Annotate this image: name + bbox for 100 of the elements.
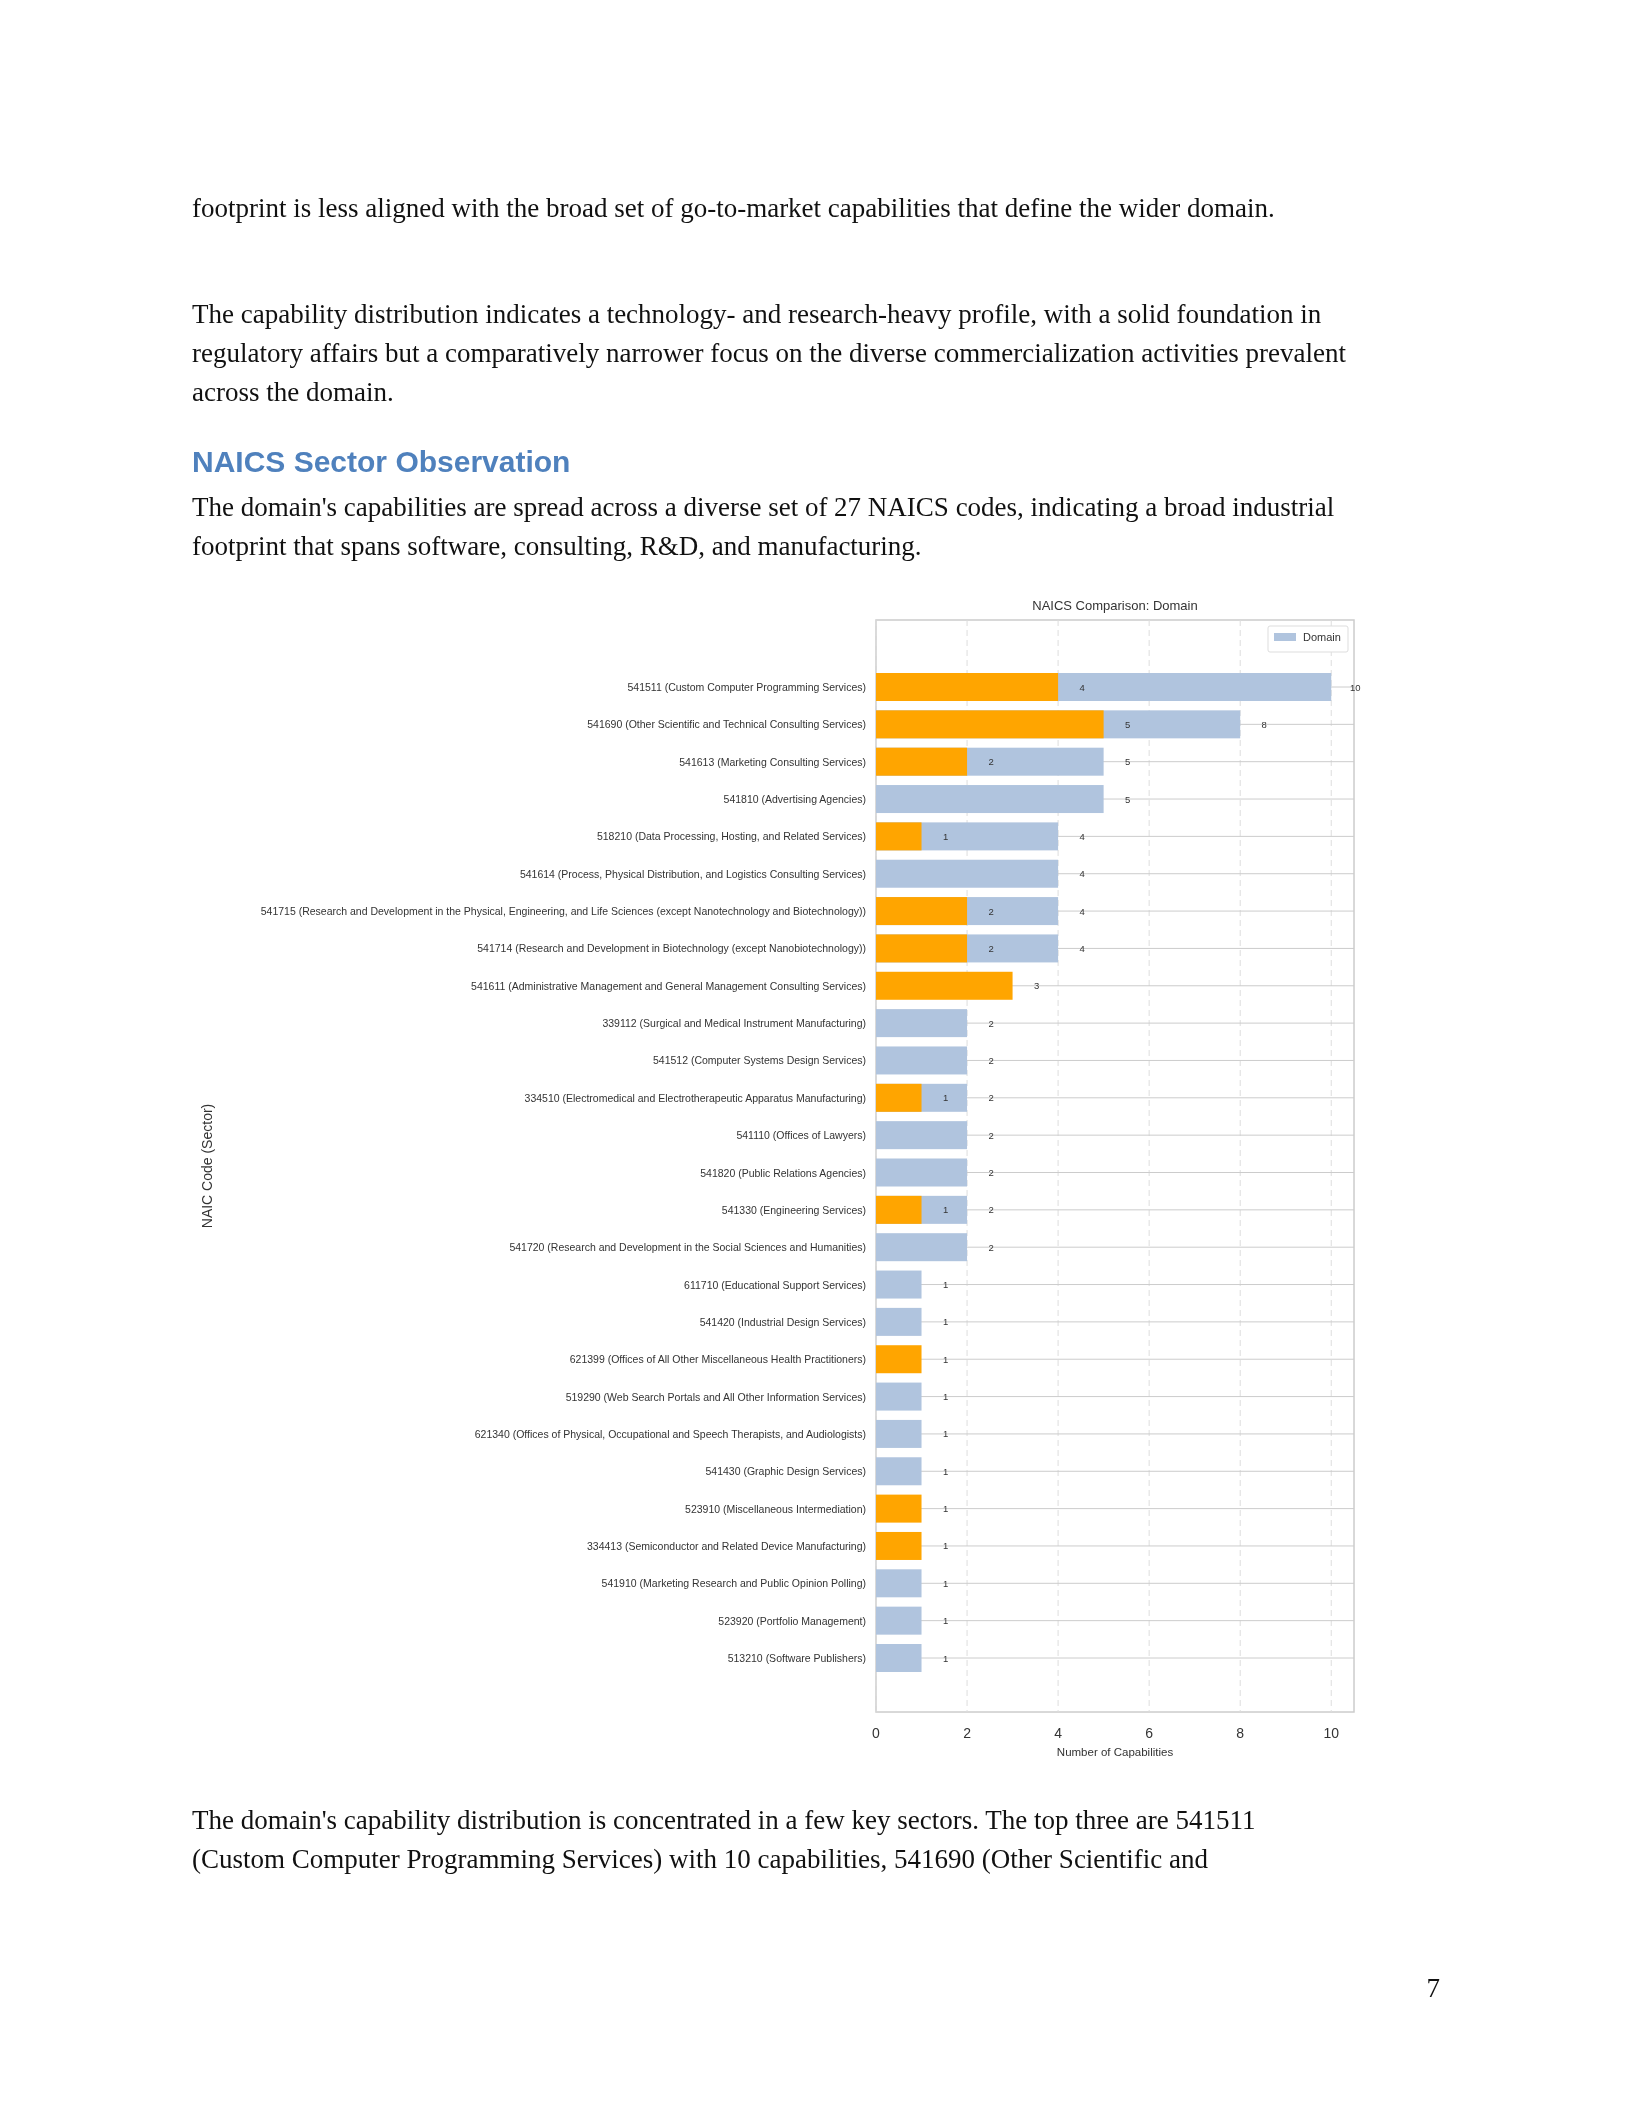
bar bbox=[876, 1009, 968, 1038]
y-axis-title: NAIC Code (Sector) bbox=[199, 1103, 215, 1229]
bar bbox=[876, 710, 1104, 739]
y-tick-label: 339112 (Surgical and Medical Instrument Manufacturing) bbox=[602, 1017, 866, 1030]
bar bbox=[876, 1121, 968, 1150]
bar bbox=[876, 1158, 968, 1187]
y-tick-label: 541420 (Industrial Design Services) bbox=[699, 1315, 866, 1328]
data-label: 2 bbox=[988, 1167, 994, 1178]
bar bbox=[876, 1494, 922, 1523]
bar bbox=[876, 1345, 922, 1374]
y-tick-label: 541715 (Research and Development in the Physical, Engineering, and Life Sciences (except Nanotechnology and Biotechnology)) bbox=[260, 905, 866, 918]
bar bbox=[876, 822, 922, 851]
y-tick-label: 541430 (Graphic Design Services) bbox=[705, 1465, 866, 1478]
bar bbox=[876, 1382, 922, 1411]
bar bbox=[876, 1195, 922, 1224]
y-tick-label: 541330 (Engineering Services) bbox=[721, 1203, 866, 1216]
x-tick-label: 2 bbox=[963, 1725, 972, 1741]
data-label: 8 bbox=[1261, 718, 1267, 730]
text: The domain's capability distribution is concentrated in a few key sectors. The top three are 541511 (Custom Computer Programming Services) with 10 capabilities, 541690 (Other Scientific and bbox=[192, 1805, 1256, 1874]
data-label: 2 bbox=[988, 1204, 994, 1216]
bar bbox=[876, 1083, 922, 1112]
data-label: 1 bbox=[942, 1577, 949, 1589]
data-label: 1 bbox=[942, 1316, 949, 1328]
y-tick-label: 621399 (Offices of All Other Miscellaneous Health Practitioners) bbox=[569, 1353, 866, 1366]
y-tick-label: 621340 (Offices of Physical, Occupational and Speech Therapists, and Audiologists) bbox=[474, 1427, 866, 1440]
data-label: 5 bbox=[1124, 793, 1131, 805]
data-label: 4 bbox=[1079, 905, 1085, 917]
legend-label: Domain bbox=[1303, 631, 1341, 643]
y-tick-label: 519290 (Web Search Portals and All Other Information Services) bbox=[565, 1390, 866, 1403]
bar bbox=[876, 1270, 922, 1299]
data-label: 1 bbox=[942, 1428, 949, 1440]
data-label: 1 bbox=[942, 830, 949, 842]
y-tick-label: 541611 (Administrative Management and General Management Consulting Services) bbox=[471, 979, 866, 992]
data-label: 1 bbox=[942, 1391, 949, 1403]
text: The domain's capabilities are spread across a diverse set of 27 NAICS codes, indicating a broad industrial footprint that spans software, consulting, R&D, and manufacturing. bbox=[192, 492, 1335, 561]
y-tick-label: 541714 (Research and Development in Biotechnology (except Nanobiotechnology)) bbox=[477, 942, 866, 955]
y-tick-label: 541810 (Advertising Agencies) bbox=[723, 793, 866, 806]
y-tick-label: 334413 (Semiconductor and Related Device Manufacturing) bbox=[587, 1539, 866, 1552]
bar bbox=[876, 1419, 922, 1448]
bar bbox=[876, 1644, 922, 1672]
y-tick-label: 541511 (Custom Computer Programming Services) bbox=[627, 681, 866, 693]
data-label: 2 bbox=[988, 905, 994, 917]
text: 7 bbox=[1426, 1973, 1440, 2003]
data-label: 1 bbox=[942, 1503, 949, 1515]
bar bbox=[876, 1046, 968, 1075]
bar bbox=[876, 747, 968, 776]
text: footprint is less aligned with the broad set of go-to-market capabilities that define the wider domain. bbox=[192, 193, 1275, 223]
text: The capability distribution indicates a technology- and research-heavy profile, with a solid foundation in regulatory affairs but a comparatively narrower focus on the diverse commercialization activities prevalent across the domain. bbox=[192, 299, 1347, 407]
bar bbox=[876, 934, 968, 963]
data-label: 3 bbox=[1033, 980, 1040, 992]
data-label: 2 bbox=[988, 756, 994, 768]
data-label: 4 bbox=[1079, 830, 1085, 842]
y-tick-label: 541820 (Public Relations Agencies) bbox=[700, 1166, 866, 1179]
bar bbox=[876, 971, 1013, 1000]
y-tick-label: 541720 (Research and Development in the Social Sciences and Humanities) bbox=[509, 1241, 866, 1254]
data-label: 1 bbox=[942, 1615, 949, 1627]
bar bbox=[876, 1606, 922, 1635]
x-tick-label: 10 bbox=[1323, 1725, 1340, 1741]
data-label: 1 bbox=[942, 1353, 949, 1365]
bar bbox=[876, 673, 1059, 701]
data-label: 1 bbox=[942, 1652, 949, 1664]
y-tick-label: 541614 (Process, Physical Distribution, and Logistics Consulting Services) bbox=[519, 867, 866, 880]
y-tick-label: 541512 (Computer Systems Design Services) bbox=[652, 1054, 866, 1067]
chart-title: NAICS Comparison: Domain bbox=[1032, 598, 1198, 613]
data-label: 2 bbox=[988, 1241, 994, 1253]
y-tick-label: 541110 (Offices of Lawyers) bbox=[736, 1129, 866, 1142]
data-label: 1 bbox=[942, 1092, 949, 1104]
x-tick-label: 4 bbox=[1054, 1725, 1063, 1741]
x-tick-label: 8 bbox=[1236, 1725, 1245, 1741]
data-label: 1 bbox=[942, 1279, 949, 1291]
bar bbox=[876, 1307, 922, 1336]
y-tick-label: 541910 (Marketing Research and Public Opinion Polling) bbox=[601, 1577, 866, 1590]
y-tick-label: 523920 (Portfolio Management) bbox=[718, 1614, 866, 1627]
bar bbox=[876, 1457, 922, 1486]
bar bbox=[876, 1531, 922, 1560]
bar bbox=[876, 859, 1059, 888]
data-label: 1 bbox=[942, 1540, 949, 1552]
x-tick-label: 6 bbox=[1145, 1725, 1154, 1741]
bar bbox=[876, 1233, 968, 1262]
data-label: 2 bbox=[988, 1017, 994, 1029]
bar bbox=[876, 785, 1104, 814]
bar bbox=[876, 897, 968, 926]
y-tick-label: 523910 (Miscellaneous Intermediation) bbox=[685, 1502, 866, 1515]
text: NAICS Sector Observation bbox=[192, 445, 571, 478]
data-label: 2 bbox=[988, 1054, 994, 1066]
y-tick-label: 611710 (Educational Support Services) bbox=[684, 1278, 866, 1291]
data-label: 1 bbox=[942, 1204, 949, 1216]
y-tick-label: 518210 (Data Processing, Hosting, and Related Services) bbox=[596, 830, 866, 843]
y-tick-label: 513210 (Software Publishers) bbox=[727, 1652, 866, 1664]
y-tick-label: 541690 (Other Scientific and Technical Consulting Services) bbox=[587, 718, 866, 731]
x-tick-label: 0 bbox=[872, 1725, 881, 1741]
data-label: 4 bbox=[1079, 942, 1085, 954]
data-label: 5 bbox=[1124, 756, 1131, 768]
data-label: 10 bbox=[1349, 681, 1361, 693]
data-label: 5 bbox=[1124, 718, 1131, 730]
data-label: 2 bbox=[988, 1092, 994, 1104]
bar bbox=[876, 1569, 922, 1598]
y-tick-label: 541613 (Marketing Consulting Services) bbox=[679, 755, 866, 768]
data-label: 2 bbox=[988, 1129, 994, 1141]
data-label: 2 bbox=[988, 942, 994, 954]
